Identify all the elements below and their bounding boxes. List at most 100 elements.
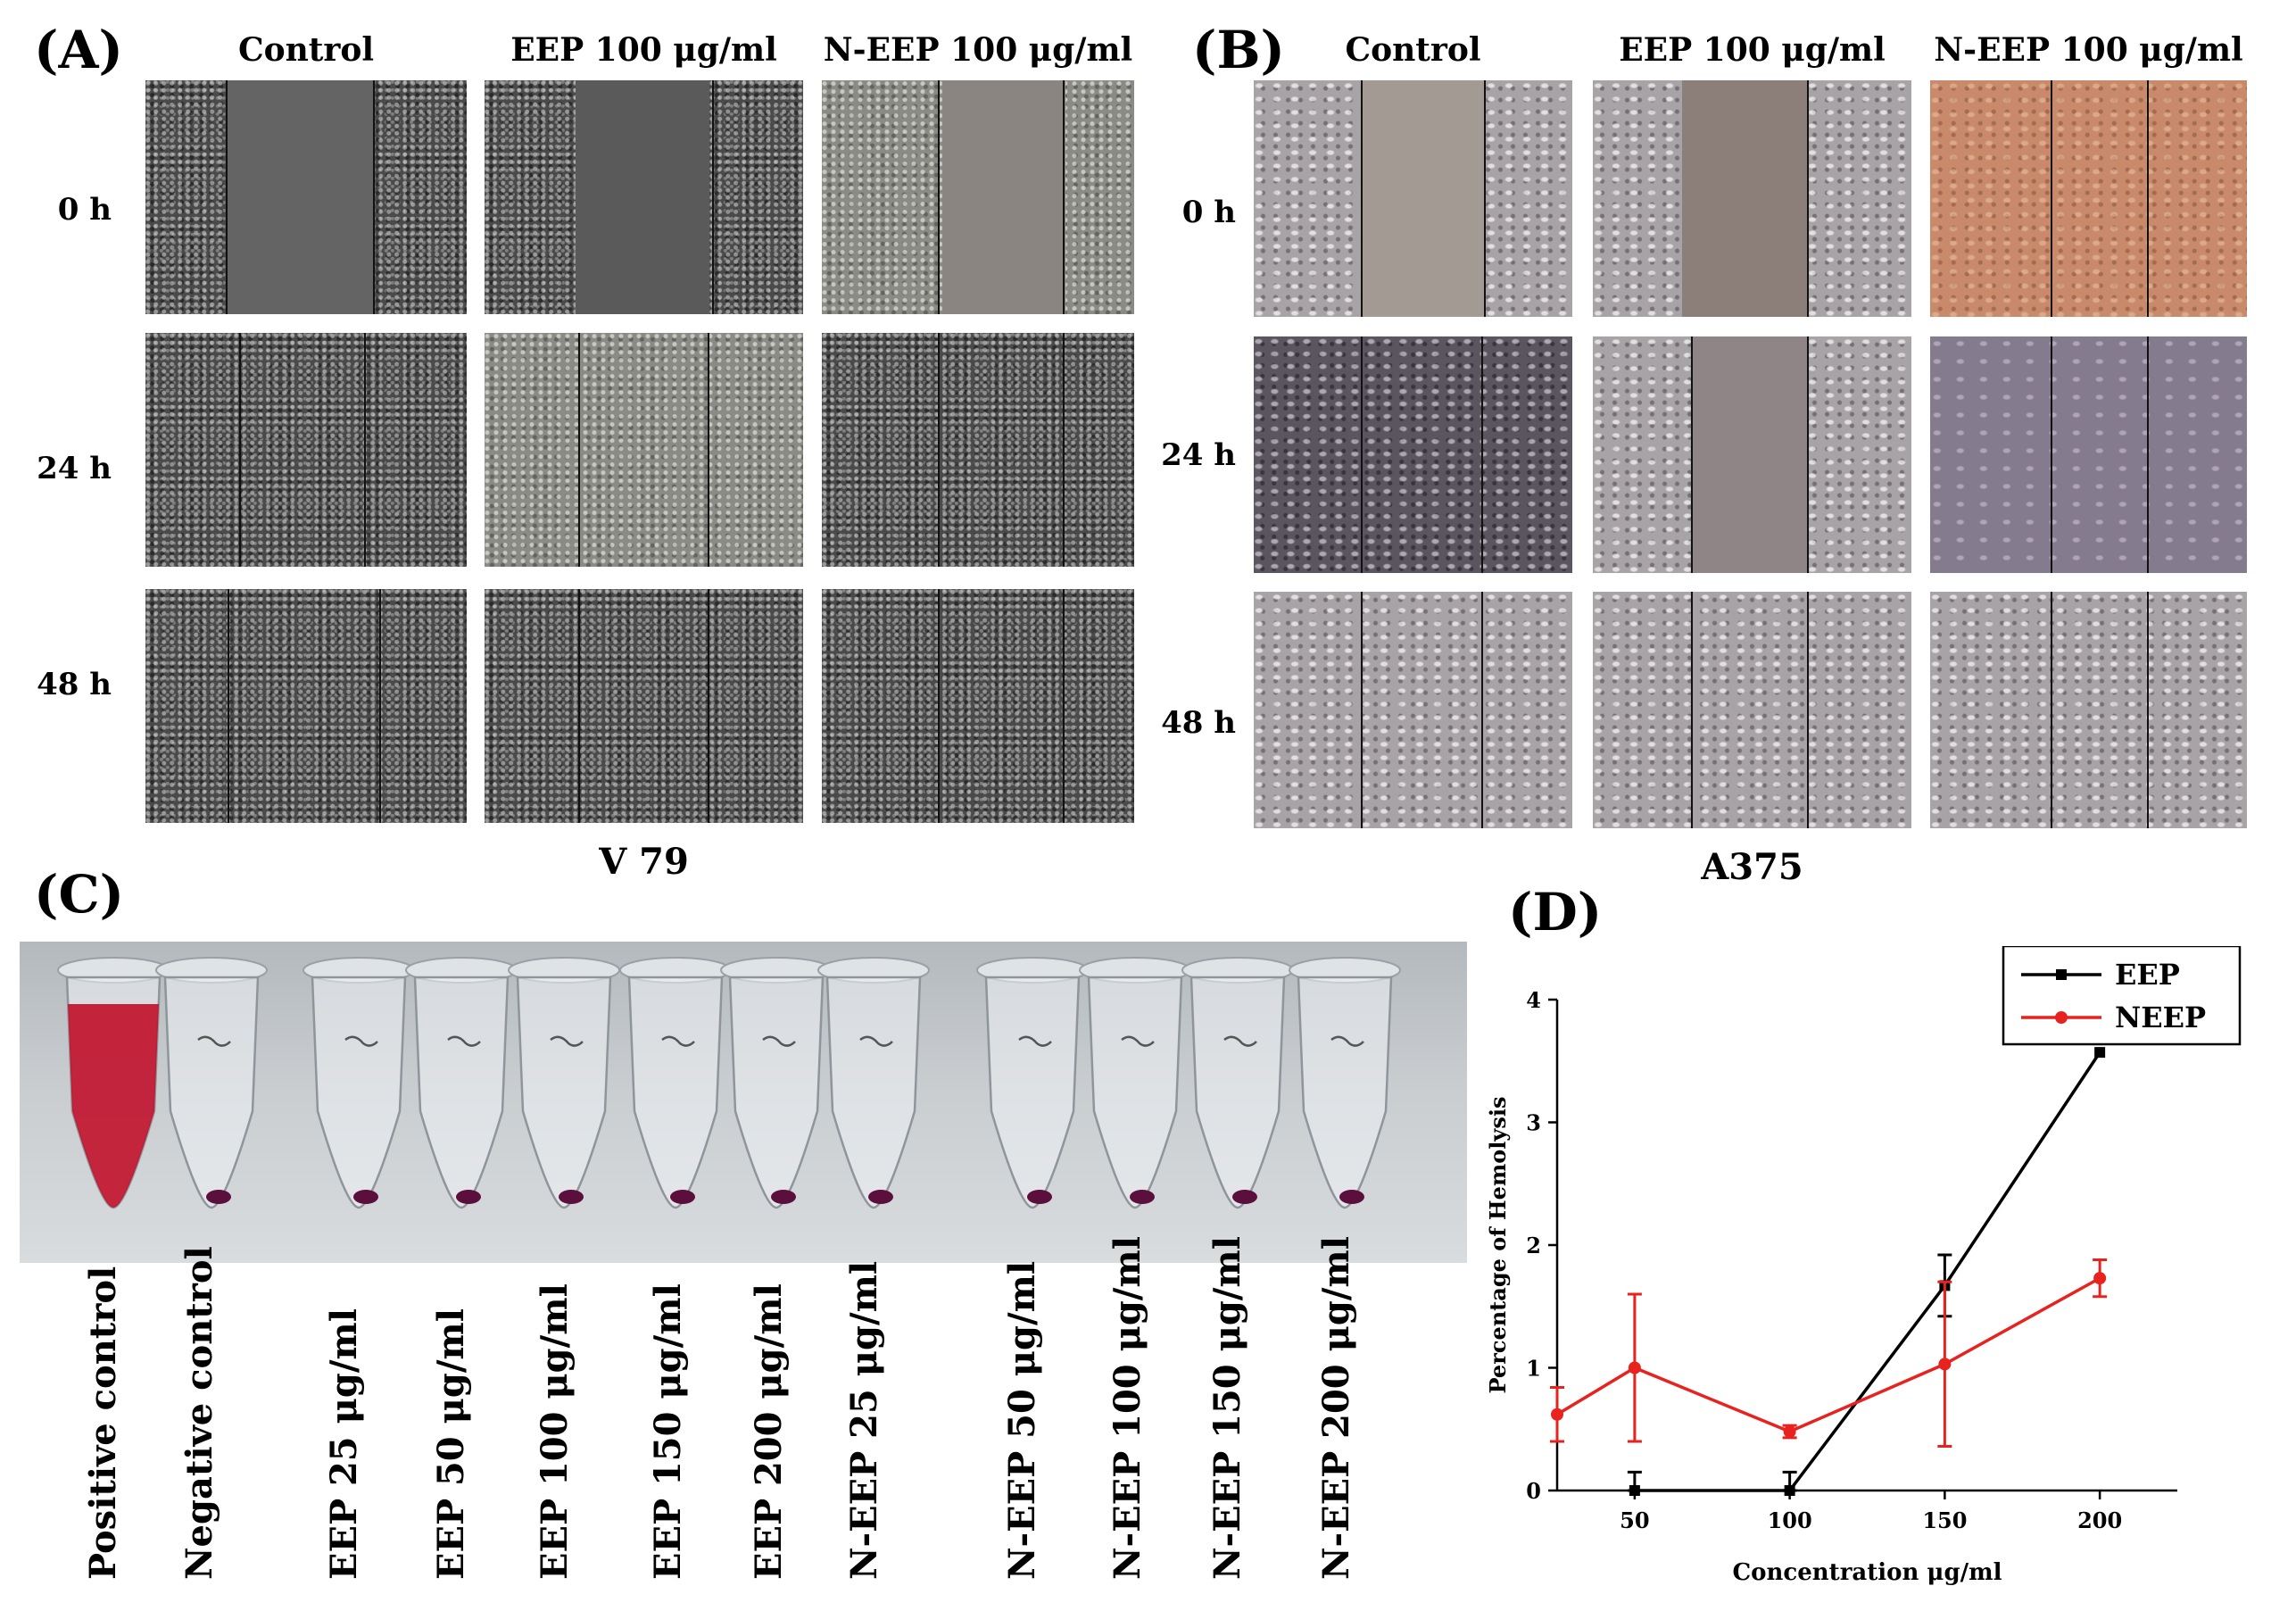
tube-body bbox=[627, 976, 724, 1209]
x-tick-label: 200 bbox=[2077, 1507, 2122, 1533]
tube-label-8: N-EEP 25 μg/ml bbox=[843, 1260, 885, 1580]
tube-label-10: N-EEP 100 μg/ml bbox=[1107, 1236, 1148, 1580]
tube-4 bbox=[405, 957, 518, 1209]
v79-neep-0h-micrograph bbox=[822, 80, 1134, 314]
data-point bbox=[1938, 1358, 1952, 1371]
tube-8 bbox=[817, 957, 930, 1209]
v79-neep-48h-micrograph bbox=[822, 589, 1134, 823]
legend-marker bbox=[2056, 969, 2067, 980]
panel-a-row-48h: 48 h bbox=[37, 667, 112, 702]
tube-pellet bbox=[206, 1190, 231, 1204]
tube-pellet bbox=[559, 1190, 584, 1204]
legend-box bbox=[2002, 946, 2242, 1046]
panel-a-letter: (A) bbox=[34, 20, 123, 80]
legend-marker bbox=[2055, 1011, 2068, 1024]
tube-label-4: EEP 50 μg/ml bbox=[430, 1308, 472, 1580]
x-tick-label: 100 bbox=[1768, 1507, 1812, 1533]
tube-marking bbox=[859, 1035, 893, 1047]
tube-body bbox=[825, 976, 922, 1209]
panel-a-col-control: Control bbox=[237, 31, 375, 69]
tube-marking bbox=[447, 1035, 481, 1047]
tube-6 bbox=[619, 957, 732, 1209]
tube-body bbox=[728, 976, 825, 1209]
tube-marking bbox=[1121, 1035, 1155, 1047]
panel-b-letter: (B) bbox=[1192, 20, 1285, 80]
tube-1 bbox=[57, 957, 170, 1209]
data-point bbox=[1784, 1485, 1795, 1496]
v79-control-24h-micrograph bbox=[145, 333, 467, 567]
tubes-photo bbox=[20, 942, 1467, 1263]
v79-eep-24h-micrograph bbox=[485, 333, 803, 567]
data-point bbox=[1551, 1408, 1563, 1421]
panel-b-row-24h: 24 h bbox=[1161, 437, 1236, 473]
v79-neep-24h-micrograph bbox=[822, 333, 1134, 567]
tube-label-9: N-EEP 50 μg/ml bbox=[1001, 1260, 1043, 1580]
tube-marking bbox=[344, 1035, 378, 1047]
panel-a-row-0h: 0 h bbox=[57, 192, 112, 228]
tube-label-12: N-EEP 200 μg/ml bbox=[1315, 1236, 1357, 1580]
series-eep bbox=[1627, 1047, 2106, 1496]
tube-label-1: Positive control bbox=[82, 1266, 124, 1580]
tube-marking bbox=[197, 1035, 231, 1047]
tube-2 bbox=[155, 957, 268, 1209]
tube-body bbox=[311, 976, 407, 1209]
data-point bbox=[1628, 1361, 1641, 1374]
series-neep bbox=[1550, 1258, 2108, 1448]
y-tick-label: 2 bbox=[1526, 1233, 1541, 1258]
tube-body bbox=[1087, 976, 1183, 1209]
tube-body bbox=[984, 976, 1081, 1209]
tube-7 bbox=[720, 957, 833, 1209]
tube-label-2: Negative control bbox=[178, 1246, 220, 1580]
tube-marking bbox=[762, 1035, 796, 1047]
chart-legend: EEP NEEP bbox=[2002, 946, 2242, 1046]
tube-body bbox=[1297, 976, 1393, 1209]
tube-pellet bbox=[1232, 1190, 1257, 1204]
tube-3 bbox=[303, 957, 415, 1209]
panel-a-col-eep: EEP 100 μg/ml bbox=[510, 31, 777, 69]
v79-eep-48h-micrograph bbox=[485, 589, 803, 823]
tube-body bbox=[163, 976, 260, 1209]
tube-marking bbox=[1018, 1035, 1052, 1047]
hemolysis-chart: 0 1 2 3 4 50 100 150 200 Concentration μg/ml Perce… bbox=[1485, 946, 2242, 1586]
panel-b-caption: A375 bbox=[1701, 846, 1803, 888]
series-line bbox=[1556, 1276, 2101, 1433]
tube-blood bbox=[68, 1004, 159, 1208]
legend-label: EEP bbox=[2115, 958, 2180, 992]
panel-b-col-control: Control bbox=[1345, 31, 1481, 69]
a375-eep-48h-micrograph bbox=[1593, 592, 1911, 828]
y-tick-label: 0 bbox=[1526, 1478, 1541, 1504]
tube-marking bbox=[1223, 1035, 1257, 1047]
x-tick-label: 150 bbox=[1922, 1507, 1967, 1533]
tube-label-7: EEP 200 μg/ml bbox=[748, 1283, 790, 1580]
tube-pellet bbox=[771, 1190, 796, 1204]
a375-neep-24h-micrograph bbox=[1930, 336, 2247, 573]
y-tick-label: 3 bbox=[1526, 1110, 1541, 1136]
x-axis-label: Concentration μg/ml bbox=[1732, 1559, 2002, 1586]
v79-control-48h-micrograph bbox=[145, 589, 467, 823]
data-point bbox=[2094, 1047, 2106, 1059]
tube-pellet bbox=[1339, 1190, 1364, 1204]
a375-neep-48h-micrograph bbox=[1930, 592, 2247, 828]
tube-10 bbox=[1079, 957, 1191, 1209]
tube-12 bbox=[1289, 957, 1401, 1209]
panel-a-caption: V 79 bbox=[599, 841, 689, 883]
data-point bbox=[1783, 1425, 1796, 1438]
tube-marking bbox=[1330, 1035, 1364, 1047]
tube-pellet bbox=[670, 1190, 695, 1204]
panel-b-col-neep: N-EEP 100 μg/ml bbox=[1934, 31, 2243, 69]
tube-label-6: EEP 150 μg/ml bbox=[647, 1283, 689, 1580]
tube-marking bbox=[550, 1035, 584, 1047]
tubes-photo-drawing bbox=[57, 957, 1401, 1209]
panel-a-col-neep: N-EEP 100 μg/ml bbox=[823, 31, 1133, 69]
v79-eep-0h-micrograph bbox=[485, 80, 803, 314]
panel-b-col-eep: EEP 100 μg/ml bbox=[1619, 31, 1886, 69]
a375-eep-24h-micrograph bbox=[1593, 336, 1911, 573]
data-point bbox=[1629, 1485, 1640, 1496]
panel-c-letter: (C) bbox=[34, 864, 125, 925]
a375-control-48h-micrograph bbox=[1254, 592, 1572, 828]
y-tick-label: 1 bbox=[1526, 1356, 1541, 1382]
x-tick-label: 50 bbox=[1620, 1507, 1649, 1533]
panel-a-row-24h: 24 h bbox=[37, 451, 112, 486]
panel-b-row-0h: 0 h bbox=[1181, 195, 1236, 230]
tube-5 bbox=[508, 957, 620, 1209]
